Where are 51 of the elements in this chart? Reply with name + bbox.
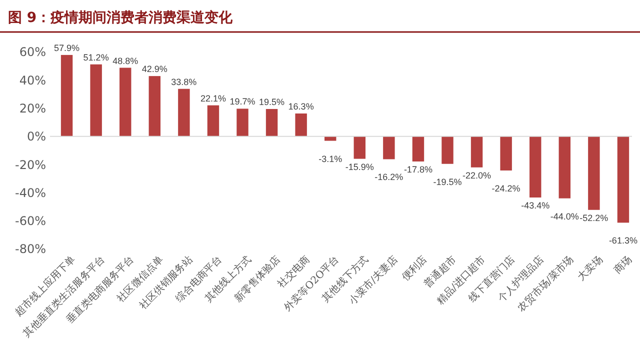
data-label: 16.3% <box>288 101 314 112</box>
bar <box>588 136 600 210</box>
bar <box>500 136 512 170</box>
data-label: -15.9% <box>345 162 374 172</box>
data-label: 51.2% <box>83 52 109 62</box>
x-tick-label: 商场 <box>612 254 634 276</box>
data-label: -3.1% <box>318 154 342 164</box>
data-label: -52.2% <box>580 212 608 223</box>
bar <box>383 136 395 160</box>
y-tick-label: -80% <box>14 242 46 256</box>
bar <box>295 113 307 136</box>
y-tick-label: -20% <box>14 158 46 172</box>
bar <box>324 136 336 141</box>
bar <box>266 108 278 136</box>
y-tick-label: 60% <box>19 45 46 60</box>
y-tick-label: 20% <box>19 101 46 116</box>
y-tick-label: -40% <box>14 186 46 200</box>
data-label: -44.0% <box>550 211 579 222</box>
bar <box>412 136 424 162</box>
bar <box>120 68 132 136</box>
bar <box>354 136 366 159</box>
data-label: 42.9% <box>142 64 168 74</box>
y-tick-label: 0% <box>26 130 46 144</box>
bar <box>207 105 220 136</box>
data-label: -61.3% <box>608 236 638 246</box>
data-label: 57.9% <box>54 42 80 53</box>
data-label: 48.8% <box>112 56 138 66</box>
bar <box>470 136 483 168</box>
bar <box>530 136 542 198</box>
bar <box>236 108 248 136</box>
data-label: -22.0% <box>462 170 492 180</box>
bar <box>60 54 73 136</box>
chart-title: 图 9：疫情期间消费者消费渠道变化 <box>8 9 234 26</box>
bar <box>178 88 190 136</box>
data-label: -24.2% <box>492 183 520 194</box>
y-tick-label: 40% <box>19 73 46 88</box>
bar <box>148 76 160 136</box>
bar <box>558 136 570 198</box>
data-label: 22.1% <box>200 93 226 104</box>
data-label: -43.4% <box>521 200 550 210</box>
bar <box>90 64 102 136</box>
y-tick-label: -60% <box>14 214 46 228</box>
data-label: 19.5% <box>259 96 285 107</box>
data-label: 33.8% <box>171 76 197 87</box>
data-label: 19.7% <box>230 96 256 107</box>
data-label: -17.8% <box>404 164 432 174</box>
bar <box>442 136 454 164</box>
x-tick-label: 大卖场 <box>575 254 605 284</box>
data-label: -19.5% <box>433 176 462 187</box>
bar <box>617 136 630 223</box>
data-label: -16.2% <box>374 172 404 182</box>
